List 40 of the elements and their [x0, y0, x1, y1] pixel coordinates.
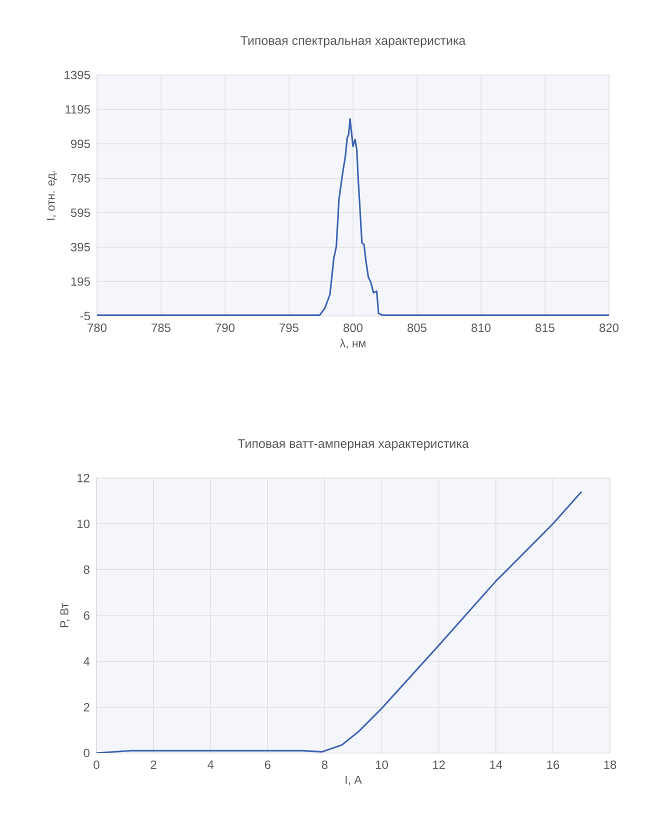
x-tick-label: 16 — [547, 760, 560, 770]
x-tick-label: 795 — [280, 324, 298, 332]
x-axis-title: λ, нм — [340, 338, 366, 349]
y-tick-label: 10 — [78, 520, 90, 528]
y-tick-label: 595 — [70, 208, 90, 217]
x-axis-title: I, А — [346, 776, 362, 786]
x-tick-label: 810 — [472, 324, 491, 332]
x-tick-label: 4 — [208, 760, 214, 769]
x-tick-label: 790 — [216, 324, 235, 332]
chart-title: Типовая ватт-амперная характеристика — [238, 439, 469, 450]
x-tick-label: 14 — [490, 760, 502, 769]
x-tick-label: 800 — [344, 324, 363, 332]
y-tick-label: 2 — [84, 702, 90, 712]
x-tick-label: 780 — [88, 324, 107, 332]
y-tick-label: 995 — [71, 140, 90, 148]
x-tick-label: 785 — [152, 324, 170, 332]
y-tick-label: 4 — [84, 657, 90, 666]
y-tick-label: 12 — [78, 474, 90, 482]
y-tick-label: 6 — [84, 611, 90, 620]
y-tick-label: 8 — [84, 565, 90, 574]
chart-title: Типовая спектральная характеристика — [240, 36, 466, 48]
y-axis-title: P, Вт — [60, 603, 70, 628]
x-tick-label: 815 — [536, 324, 554, 332]
y-tick-label: 195 — [71, 277, 90, 286]
x-tick-label: 8 — [322, 760, 328, 770]
x-tick-label: 12 — [433, 760, 445, 769]
x-tick-label: 820 — [600, 324, 619, 332]
y-tick-label: 395 — [70, 242, 90, 252]
y-tick-label: 0 — [84, 748, 90, 758]
y-axis-title: I, отн. ед. — [46, 171, 57, 220]
x-tick-label: 805 — [408, 324, 426, 332]
y-tick-label: 1395 — [64, 70, 90, 80]
x-tick-label: 18 — [604, 760, 616, 770]
x-tick-label: 6 — [264, 760, 270, 770]
y-tick-label: -5 — [80, 312, 90, 320]
x-tick-label: 0 — [94, 760, 100, 770]
x-tick-label: 2 — [150, 760, 156, 769]
y-tick-label: 1195 — [66, 105, 90, 114]
y-tick-label: 795 — [71, 174, 90, 183]
x-tick-label: 10 — [376, 760, 388, 770]
